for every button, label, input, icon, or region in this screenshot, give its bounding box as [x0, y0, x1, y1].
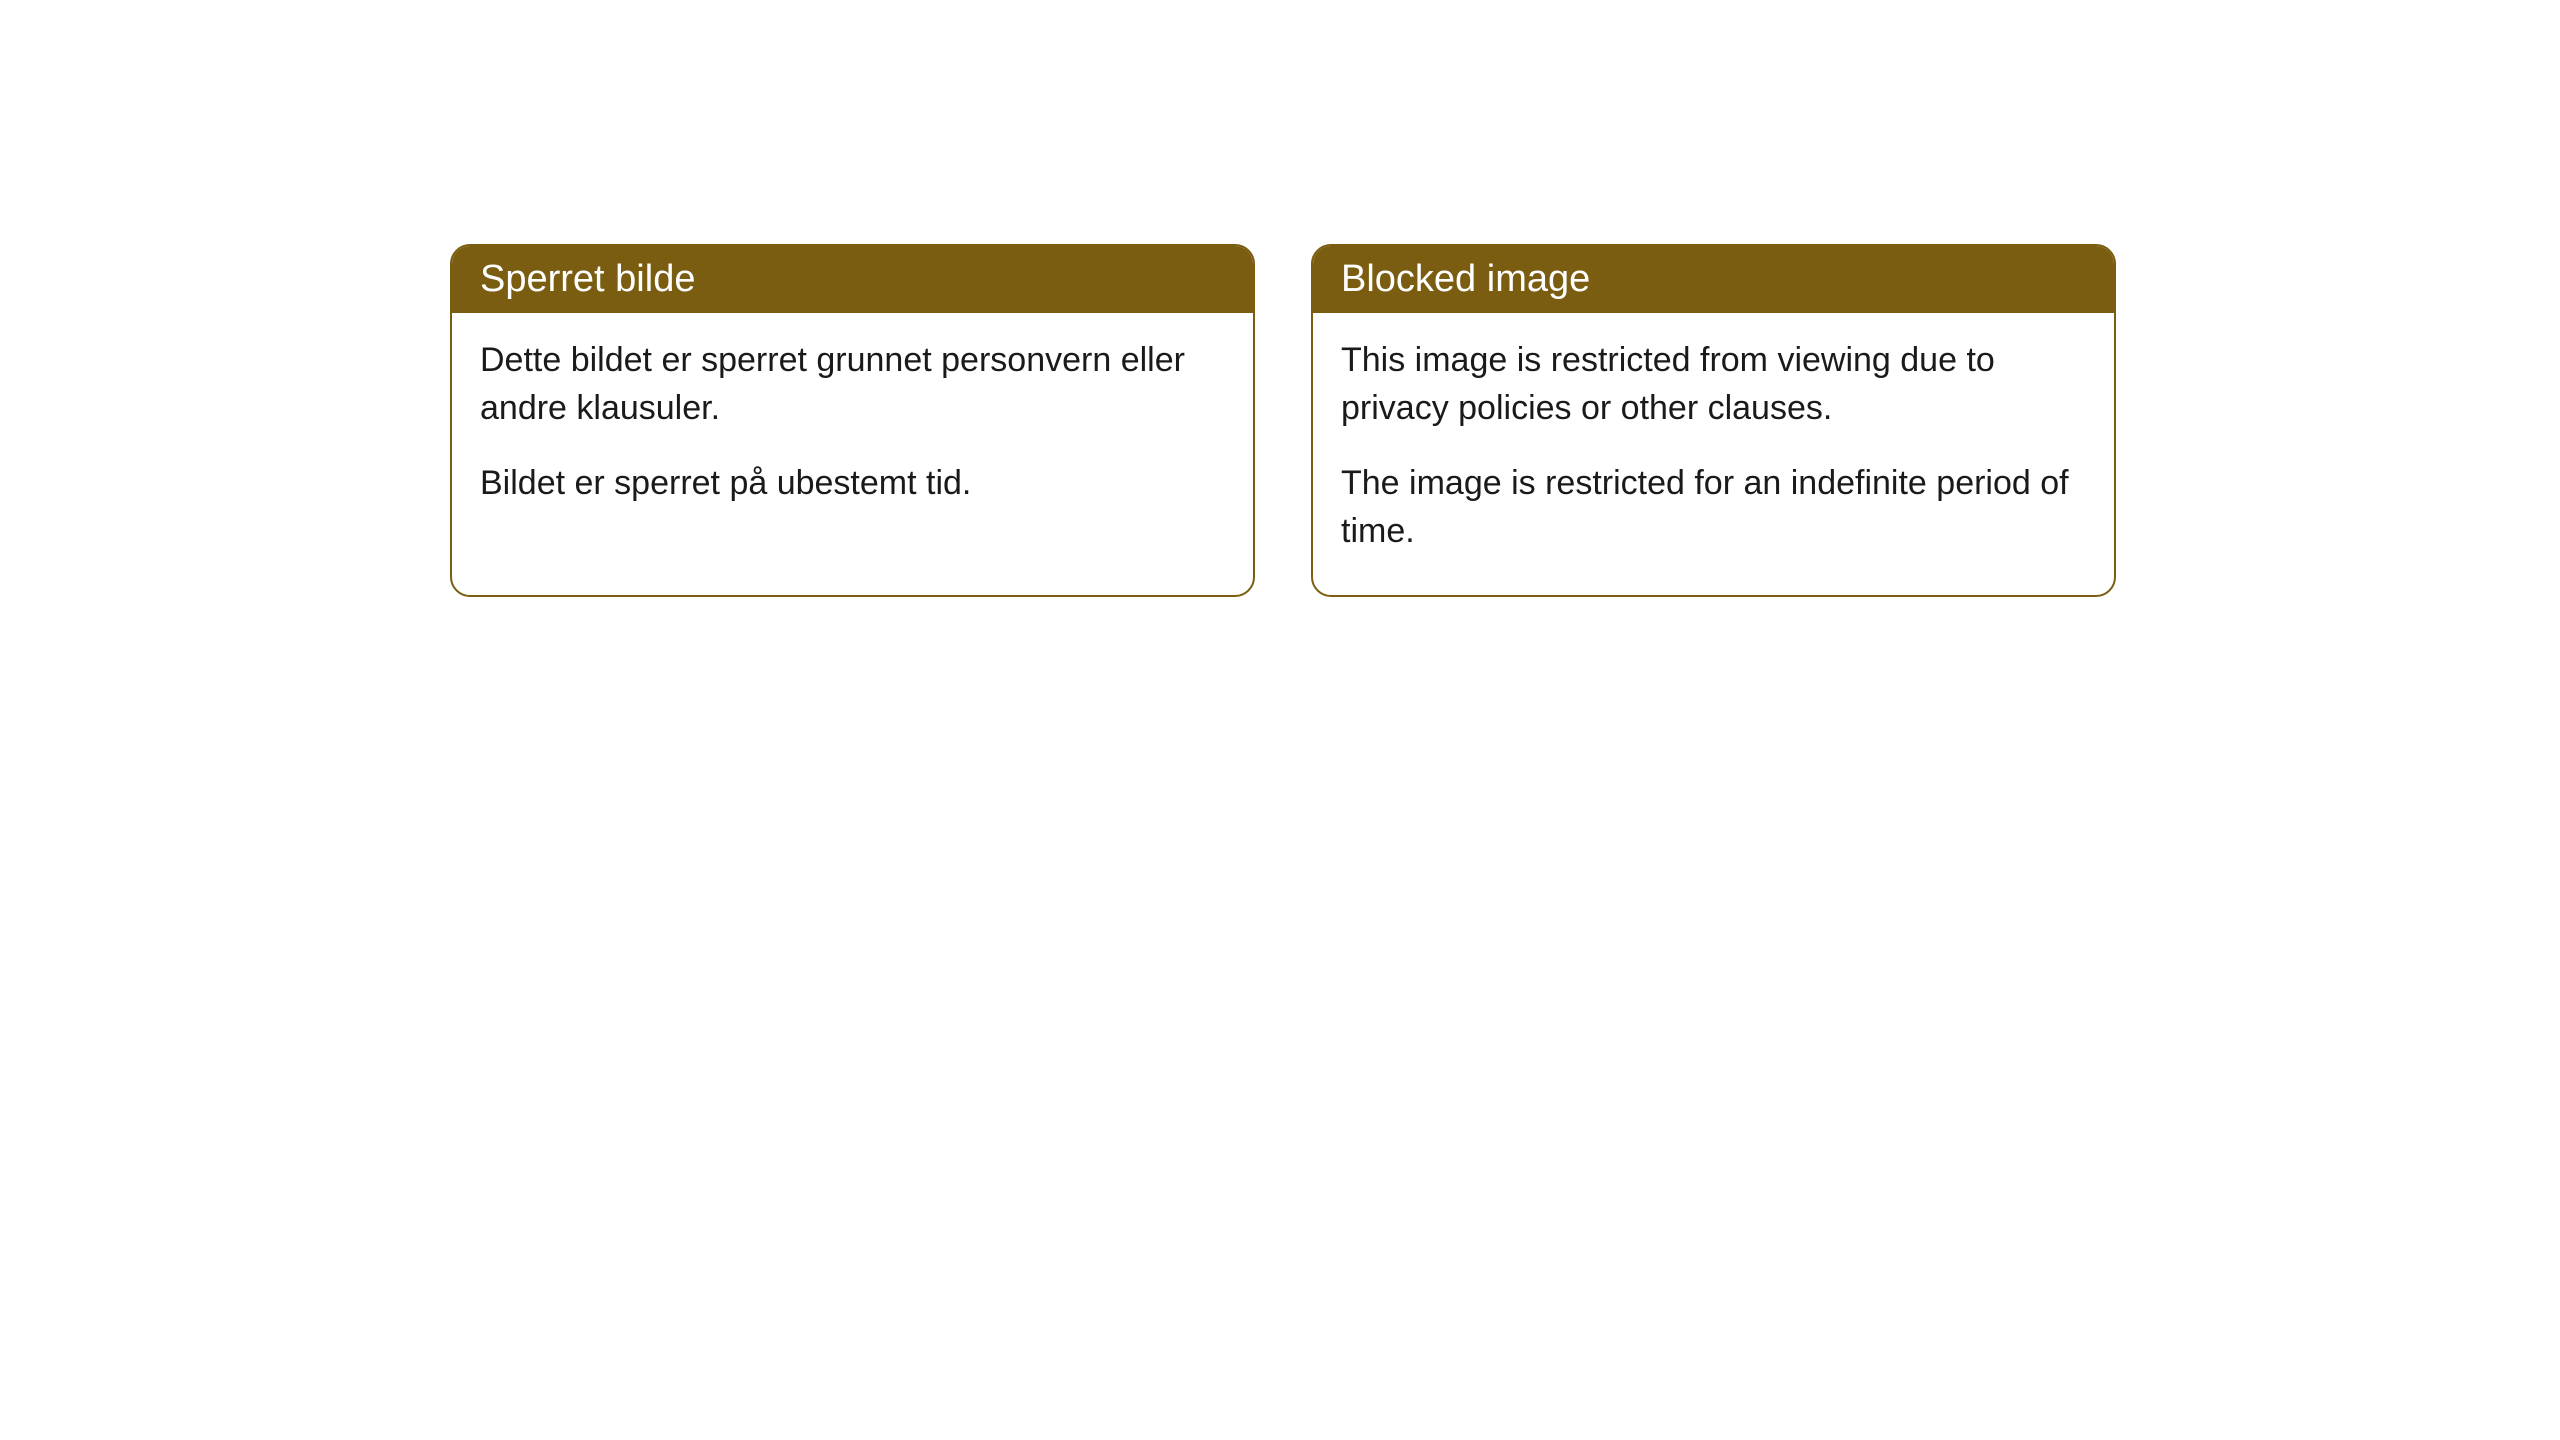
card-body: Dette bildet er sperret grunnet personve…	[452, 313, 1253, 548]
card-paragraph: Dette bildet er sperret grunnet personve…	[480, 337, 1225, 432]
blocked-image-card-english: Blocked image This image is restricted f…	[1311, 244, 2116, 597]
card-paragraph: The image is restricted for an indefinit…	[1341, 460, 2086, 555]
card-title: Sperret bilde	[480, 258, 695, 300]
card-header: Sperret bilde	[452, 246, 1253, 313]
card-title: Blocked image	[1341, 258, 1590, 300]
card-header: Blocked image	[1313, 246, 2114, 313]
card-paragraph: Bildet er sperret på ubestemt tid.	[480, 460, 1225, 508]
blocked-image-card-norwegian: Sperret bilde Dette bildet er sperret gr…	[450, 244, 1255, 597]
card-body: This image is restricted from viewing du…	[1313, 313, 2114, 595]
notice-cards-container: Sperret bilde Dette bildet er sperret gr…	[450, 244, 2116, 597]
card-paragraph: This image is restricted from viewing du…	[1341, 337, 2086, 432]
